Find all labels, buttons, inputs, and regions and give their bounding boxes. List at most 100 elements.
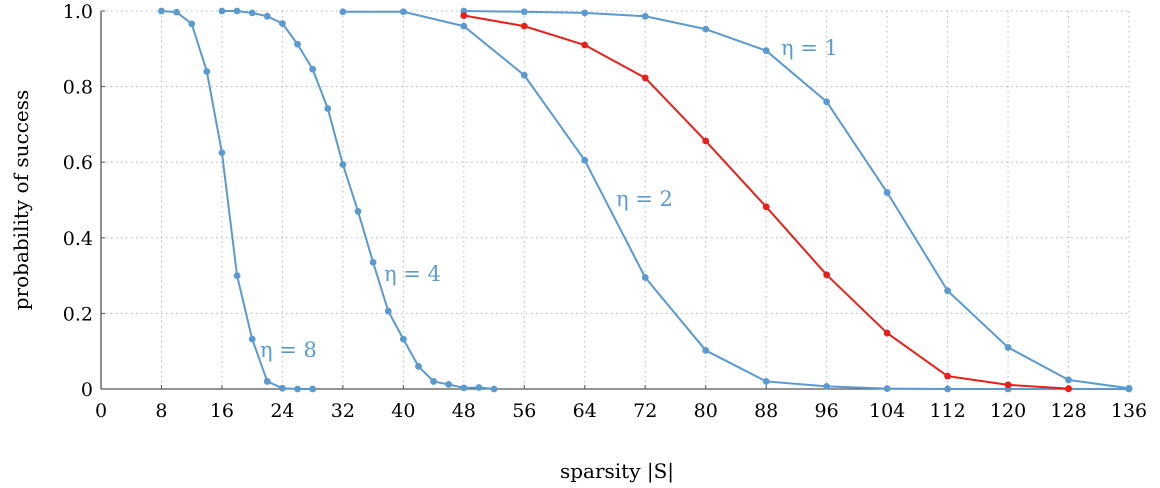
data-point	[309, 385, 317, 393]
data-point	[158, 7, 165, 15]
series-line	[221, 10, 495, 390]
x-tick-label: 136	[1111, 400, 1147, 422]
data-point	[762, 378, 770, 385]
x-axis-title: sparsity |S|	[560, 459, 674, 484]
data-point	[339, 161, 347, 168]
series-label-eta-2: η = 2	[616, 187, 673, 211]
data-point	[294, 40, 301, 48]
data-point	[309, 65, 317, 73]
data-point	[520, 8, 528, 16]
series-line	[342, 10, 1129, 390]
y-tick-label: 0	[81, 379, 93, 401]
data-point	[520, 71, 528, 79]
data-point	[823, 271, 831, 279]
series-1	[218, 7, 498, 393]
data-point	[1065, 385, 1072, 393]
data-point	[263, 378, 271, 385]
series-labels: η = 1 η = 2 η = 4 η = 8	[260, 36, 838, 362]
data-point	[415, 362, 422, 370]
data-point	[279, 384, 286, 392]
data-point	[233, 272, 241, 280]
x-tick-label: 88	[754, 400, 778, 422]
data-point	[883, 385, 891, 393]
data-point	[430, 378, 437, 385]
grid	[101, 10, 1130, 389]
data-point	[702, 137, 710, 145]
x-tick-label: 80	[694, 400, 718, 422]
data-point	[581, 156, 589, 164]
y-axis-title: probability of success	[9, 90, 33, 311]
data-point	[324, 105, 332, 112]
x-tick-label: 24	[270, 400, 294, 422]
series-3	[460, 7, 1133, 392]
y-tick-label: 1.0	[63, 1, 93, 23]
data-point	[173, 8, 180, 16]
y-tick-label: 0.4	[63, 228, 93, 250]
data-point	[1004, 344, 1012, 351]
data-point	[1004, 381, 1012, 389]
x-tick-label: 32	[331, 400, 355, 422]
data-point	[823, 98, 831, 106]
data-point	[944, 385, 951, 393]
data-point	[384, 307, 392, 315]
data-point	[399, 335, 407, 343]
data-point	[702, 25, 710, 33]
data-point	[641, 274, 649, 281]
data-point	[279, 20, 286, 27]
data-point	[354, 207, 362, 215]
x-tick-label: 40	[391, 400, 415, 422]
data-point	[762, 203, 770, 211]
series-0	[158, 7, 317, 393]
data-point	[641, 74, 649, 82]
tick-labels: 0 8 16 24 32 40 48 56 64 72 80 88 96 104 112 120 128 136 0…	[63, 1, 1147, 422]
data-point	[233, 7, 241, 15]
x-tick-label: 104	[869, 400, 905, 422]
series-label-eta-8: η = 8	[260, 338, 317, 362]
series-group	[158, 7, 1133, 393]
data-point	[445, 381, 453, 388]
data-point	[944, 372, 951, 380]
x-tick-label: 56	[512, 400, 536, 422]
data-point	[475, 384, 483, 391]
data-point	[1125, 384, 1133, 392]
data-point	[460, 22, 468, 30]
series-label-eta-1: η = 1	[781, 36, 838, 60]
data-point	[248, 9, 256, 17]
x-tick-label: 0	[95, 400, 107, 422]
data-point	[702, 347, 710, 354]
data-point	[581, 41, 589, 49]
x-tick-label: 72	[633, 400, 657, 422]
series-line	[463, 10, 1130, 390]
data-point	[883, 189, 891, 196]
data-point	[218, 149, 226, 157]
x-tick-label: 16	[210, 400, 234, 422]
data-point	[883, 329, 891, 337]
data-point	[520, 22, 528, 30]
x-tick-label: 128	[1050, 400, 1086, 422]
data-point	[641, 12, 649, 20]
x-tick-label: 112	[929, 400, 965, 422]
x-tick-label: 64	[573, 400, 597, 422]
data-point	[762, 47, 770, 55]
axes	[100, 10, 1130, 390]
data-point	[823, 382, 831, 390]
series-line	[161, 10, 313, 390]
data-point	[581, 9, 589, 17]
y-tick-label: 0.8	[63, 77, 93, 99]
data-point	[339, 8, 347, 16]
series-2	[339, 8, 1133, 393]
data-point	[460, 12, 468, 19]
data-point	[203, 68, 211, 75]
x-tick-label: 8	[155, 400, 167, 422]
data-point	[263, 12, 271, 20]
data-point	[399, 8, 407, 16]
y-tick-label: 0.2	[63, 303, 93, 325]
data-point	[460, 384, 468, 392]
x-tick-label: 120	[990, 400, 1026, 422]
series-4	[460, 12, 1072, 393]
x-tick-label: 96	[815, 400, 839, 422]
data-point	[369, 258, 377, 266]
data-point	[490, 385, 498, 393]
data-point	[248, 335, 256, 343]
